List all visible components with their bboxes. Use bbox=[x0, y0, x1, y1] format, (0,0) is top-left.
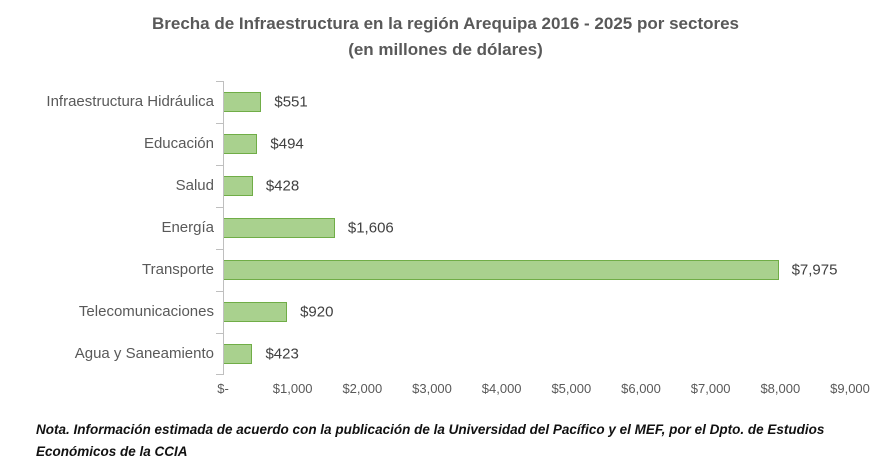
y-axis-tick bbox=[216, 206, 223, 208]
x-axis-tick-label: $3,000 bbox=[412, 380, 452, 396]
chart-title: Brecha de Infraestructura en la región A… bbox=[0, 0, 891, 64]
y-axis-tick bbox=[216, 80, 223, 82]
category-label: Salud bbox=[175, 177, 214, 195]
category-label: Agua y Saneamiento bbox=[74, 345, 214, 363]
value-label: $494 bbox=[270, 135, 304, 153]
chart-row: Infraestructura Hidráulica $551 bbox=[0, 81, 850, 123]
chart-row: Educación $494 bbox=[0, 123, 850, 165]
bar bbox=[223, 91, 262, 112]
value-label: $920 bbox=[300, 303, 334, 321]
y-axis-tick bbox=[216, 373, 223, 375]
source-note: Nota. Información estimada de acuerdo co… bbox=[36, 421, 825, 459]
y-axis-tick bbox=[216, 164, 223, 166]
x-axis-tick-label: $1,000 bbox=[272, 380, 313, 396]
x-axis-tick-label: $8,000 bbox=[760, 380, 801, 396]
value-label: $423 bbox=[265, 345, 299, 363]
bar bbox=[223, 259, 779, 280]
chart-row: Energía $1,606 bbox=[0, 207, 850, 249]
x-axis-tick-label: $9,000 bbox=[830, 380, 870, 396]
y-axis-tick bbox=[216, 248, 223, 250]
chart-row: Telecomunicaciones $920 bbox=[0, 291, 850, 333]
bar bbox=[223, 301, 288, 322]
chart-row: Transporte $7,975 bbox=[0, 249, 850, 291]
y-axis-tick bbox=[216, 122, 223, 124]
y-axis-tick bbox=[216, 290, 223, 292]
bar bbox=[223, 217, 335, 238]
category-label: Energía bbox=[161, 219, 214, 237]
chart-title-line2: (en millones de dólares) bbox=[348, 40, 543, 60]
bar bbox=[223, 133, 258, 154]
y-axis-tick bbox=[216, 332, 223, 334]
x-axis-tick-label: $7,000 bbox=[690, 380, 731, 396]
bar bbox=[223, 343, 253, 364]
value-label: $7,975 bbox=[791, 261, 838, 279]
x-axis: $- $1,000 $2,000 $3,000 $4,000 $5,000 $6,000 $7… bbox=[217, 380, 870, 401]
bar-chart: Infraestructura Hidráulica $551 Educación $… bbox=[0, 80, 891, 401]
bar-track: $428 bbox=[223, 165, 850, 207]
chart-title-line1: Brecha de Infraestructura en la región A… bbox=[151, 14, 740, 33]
category-label: Telecomunicaciones bbox=[78, 303, 214, 321]
category-label: Educación bbox=[143, 135, 214, 153]
value-label: $428 bbox=[265, 177, 300, 195]
category-label: Transporte bbox=[142, 261, 214, 279]
x-axis-tick-label: $2,000 bbox=[342, 380, 383, 396]
y-axis-line bbox=[223, 80, 224, 375]
bar-track: $7,975 bbox=[223, 249, 850, 291]
chart-row: Agua y Saneamiento $423 bbox=[0, 333, 850, 375]
x-axis-tick-label: $4,000 bbox=[481, 380, 522, 396]
chart-rows: Infraestructura Hidráulica $551 Educación $… bbox=[0, 80, 850, 375]
bar-track: $551 bbox=[223, 81, 850, 123]
bar-track: $494 bbox=[223, 123, 850, 165]
x-axis-tick-label: $5,000 bbox=[551, 380, 592, 396]
x-axis-tick-label: $6,000 bbox=[621, 380, 661, 396]
chart-row: Salud $428 bbox=[0, 165, 850, 207]
x-axis-tick-label: $- bbox=[217, 380, 229, 396]
bar-track: $920 bbox=[223, 291, 850, 333]
category-label: Infraestructura Hidráulica bbox=[46, 93, 214, 111]
bar-track: $423 bbox=[223, 333, 850, 375]
value-label: $1,606 bbox=[347, 219, 394, 237]
value-label: $551 bbox=[274, 93, 308, 111]
bar bbox=[223, 175, 253, 196]
bar-track: $1,606 bbox=[223, 207, 850, 249]
